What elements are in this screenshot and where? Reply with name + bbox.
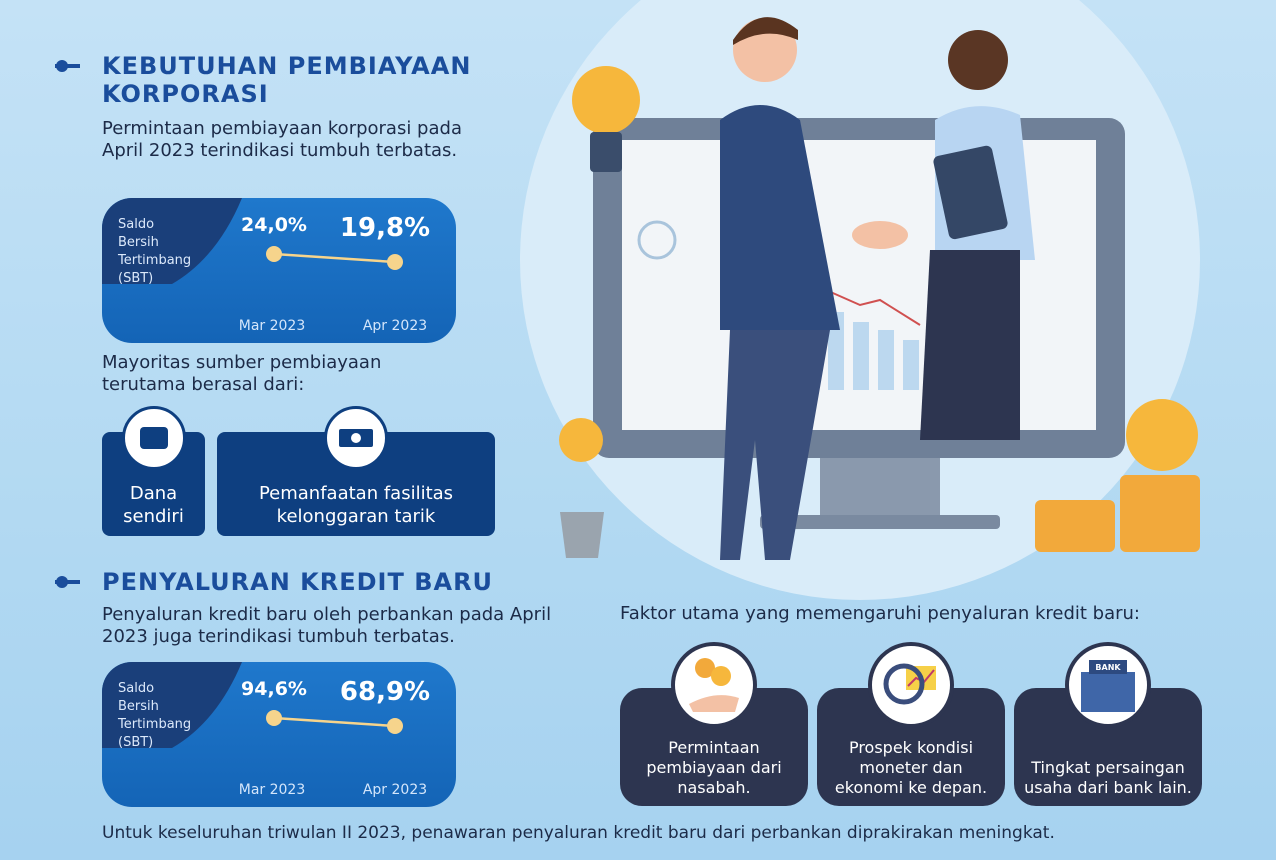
section-title: KEBUTUHAN PEMBIAYAAN KORPORASI — [102, 52, 472, 108]
factor-icon — [671, 642, 757, 728]
bulb-base — [590, 132, 622, 172]
section-text: Penyaluran kredit baru oleh perbankan pa… — [102, 604, 552, 647]
footer: Untuk keseluruhan triwulan II 2023, pena… — [102, 823, 1055, 843]
sbt-box: Saldo Bersih Tertimbang (SBT) 24,0% Mar 2023 1… — [102, 198, 456, 343]
chart-title: Saldo Bersih Tertimbang (SBT) — [117, 217, 191, 286]
value-label: 94,6% — [241, 678, 307, 700]
woman-skirt — [920, 250, 1020, 440]
sbt-chart: Saldo Bersih Tertimbang (SBT) 24,0% Mar 2023 1… — [102, 198, 430, 334]
value-label: 68,9% — [340, 677, 430, 707]
factor-label: Prospek kondisi moneter dan ekonomi ke d… — [834, 738, 988, 797]
source-card: Pemanfaatan fasilitas kelonggaran tarik — [217, 432, 495, 536]
sbt-point — [387, 718, 403, 734]
bullet-dot — [56, 60, 68, 72]
label-panel — [102, 198, 242, 284]
sources-intro: Mayoritas sumber pembiayaan terutama ber… — [102, 352, 382, 395]
source-label: Dana sendiri — [123, 483, 184, 527]
value-label: 19,8% — [340, 213, 430, 243]
x-tick-label: Mar 2023 — [239, 782, 306, 798]
sbt-chart: Saldo Bersih Tertimbang (SBT) 94,6% Mar 2023 6… — [102, 662, 430, 798]
sbt-point — [387, 254, 403, 270]
monitor-base — [760, 515, 1000, 529]
section-title: PENYALURAN KREDIT BARU — [102, 568, 494, 596]
handshake — [852, 221, 908, 249]
x-tick-label: Apr 2023 — [363, 318, 427, 334]
tablet — [933, 145, 1008, 240]
man-hair — [733, 17, 798, 45]
pot — [560, 512, 604, 558]
sbt-point — [266, 246, 282, 262]
chart-title: Saldo Bersih Tertimbang (SBT) — [117, 681, 191, 750]
coins — [1035, 475, 1200, 552]
bullet-dot — [56, 576, 68, 588]
bank-sign: BANK — [1095, 663, 1121, 672]
money-icon — [324, 406, 388, 470]
screen-trend — [825, 289, 921, 326]
factor-label: Permintaan pembiayaan dari nasabah. — [646, 738, 782, 797]
value-label: 24,0% — [241, 214, 307, 236]
section-text: Permintaan pembiayaan korporasi pada Apr… — [102, 118, 462, 161]
factor-label: Tingkat persaingan usaha dari bank lain. — [1024, 758, 1192, 797]
monitor-stand — [820, 458, 940, 518]
bulb — [572, 66, 640, 134]
man-jacket — [720, 105, 840, 330]
wallet-icon — [122, 406, 186, 470]
source-label: Pemanfaatan fasilitas kelonggaran tarik — [258, 483, 454, 527]
factors-intro: Faktor utama yang memengaruhi penyaluran… — [620, 603, 1140, 624]
factor-icon — [868, 642, 954, 728]
screen-bars — [828, 312, 919, 390]
x-tick-label: Mar 2023 — [239, 318, 306, 334]
sbt-line — [273, 716, 396, 728]
woman-head — [948, 30, 1008, 90]
factor-icon: BANK — [1065, 642, 1151, 728]
man-legs — [720, 330, 830, 560]
screen-icon — [637, 220, 677, 260]
x-tick-label: Apr 2023 — [363, 782, 427, 798]
plant-coin — [559, 418, 603, 462]
sbt-box: Saldo Bersih Tertimbang (SBT) 94,6% Mar 2023 6… — [102, 662, 456, 807]
sbt-point — [266, 710, 282, 726]
coin — [1126, 399, 1198, 471]
label-panel — [102, 662, 242, 748]
sbt-line — [273, 252, 396, 264]
